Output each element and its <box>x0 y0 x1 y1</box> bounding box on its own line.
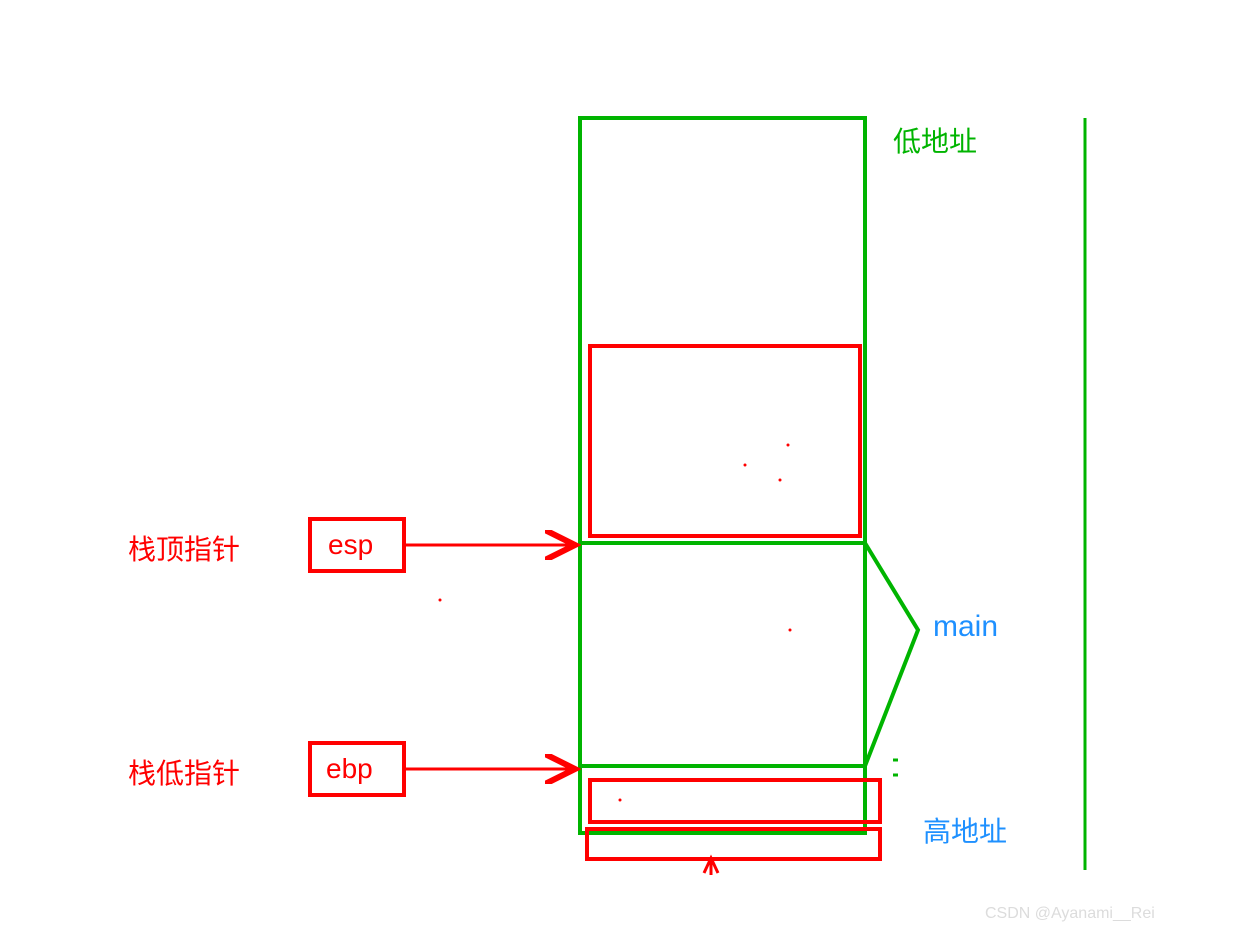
stack-diagram-svg <box>0 0 1239 933</box>
stray-dot <box>789 629 792 632</box>
main-label: main <box>933 610 998 644</box>
stray-dot <box>439 599 442 602</box>
stray-dot <box>779 479 782 482</box>
stray-dot <box>787 444 790 447</box>
watermark-text: CSDN @Ayanami__Rei <box>985 905 1155 923</box>
esp-label: esp <box>328 529 373 561</box>
ebp-label: ebp <box>326 753 373 785</box>
red-box-upper <box>590 346 860 536</box>
low-address-label: 低地址 <box>893 120 977 160</box>
green-stack-outline <box>580 118 865 833</box>
stray-dot <box>744 464 747 467</box>
stray-dot <box>619 799 622 802</box>
red-box-middle <box>590 780 880 822</box>
main-brace <box>865 543 918 766</box>
high-address-label: 高地址 <box>923 810 1007 850</box>
stack-bottom-pointer-label: 栈低指针 <box>128 752 240 792</box>
stack-top-pointer-label: 栈顶指针 <box>128 528 240 568</box>
